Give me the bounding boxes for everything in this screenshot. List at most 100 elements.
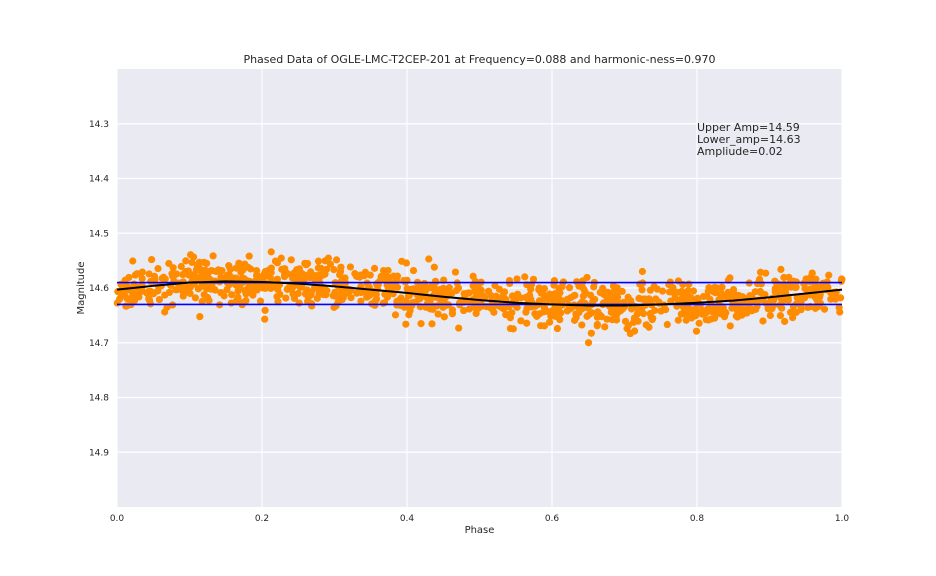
scatter-point xyxy=(214,266,222,274)
scatter-point xyxy=(780,273,788,282)
scatter-point xyxy=(454,284,463,292)
scatter-point xyxy=(274,298,282,306)
scatter-point xyxy=(513,275,521,283)
scatter-point xyxy=(537,322,545,330)
scatter-point xyxy=(781,317,789,326)
scatter-point xyxy=(261,306,269,314)
scatter-point xyxy=(770,296,778,304)
scatter-point xyxy=(314,264,322,272)
chart-title: Phased Data of OGLE-LMC-T2CEP-201 at Fre… xyxy=(243,53,715,66)
x-tick-label: 0.6 xyxy=(545,514,560,524)
scatter-point xyxy=(261,315,269,323)
scatter-point xyxy=(293,266,301,274)
scatter-point xyxy=(223,285,231,294)
scatter-point xyxy=(245,252,253,260)
scatter-point xyxy=(277,254,285,262)
scatter-point xyxy=(188,258,196,267)
scatter-point xyxy=(554,290,562,298)
scatter-point xyxy=(145,270,153,278)
scatter-point xyxy=(191,294,199,302)
scatter-point xyxy=(330,265,338,274)
scatter-point xyxy=(131,271,139,279)
scatter-point xyxy=(699,292,708,301)
scatter-point xyxy=(537,289,545,297)
scatter-point xyxy=(753,279,762,288)
scatter-point xyxy=(380,273,388,281)
scatter-point xyxy=(674,296,682,304)
scatter-point xyxy=(232,297,241,305)
scatter-point xyxy=(396,301,404,309)
scatter-point xyxy=(256,297,265,305)
scatter-point xyxy=(357,297,365,305)
scatter-point xyxy=(611,309,620,317)
scatter-point xyxy=(682,316,690,324)
scatter-point xyxy=(434,310,442,318)
scatter-point xyxy=(831,291,839,299)
scatter-point xyxy=(724,288,732,296)
scatter-point xyxy=(533,312,541,320)
scatter-point xyxy=(575,309,583,317)
scatter-point xyxy=(820,305,829,313)
y-tick-label: 14.8 xyxy=(89,394,109,404)
scatter-point xyxy=(431,277,440,285)
y-tick-label: 14.5 xyxy=(89,229,109,239)
scatter-point xyxy=(626,329,634,338)
scatter-point xyxy=(729,285,738,294)
scatter-point xyxy=(732,312,740,320)
scatter-point xyxy=(161,275,169,283)
scatter-point xyxy=(836,308,844,316)
y-axis-label: Magnitude xyxy=(76,262,87,315)
scatter-point xyxy=(587,329,595,337)
scatter-point xyxy=(570,316,579,324)
scatter-point xyxy=(558,297,566,305)
scatter-point xyxy=(402,320,410,328)
scatter-point xyxy=(636,280,644,288)
scatter-point xyxy=(197,273,205,281)
scatter-point xyxy=(267,264,275,272)
scatter-point xyxy=(314,257,323,265)
scatter-point xyxy=(195,259,203,267)
scatter-point xyxy=(189,253,198,261)
scatter-point xyxy=(234,287,242,295)
scatter-point xyxy=(260,270,268,278)
scatter-point xyxy=(465,289,473,297)
scatter-point xyxy=(150,289,158,297)
scatter-point xyxy=(509,325,517,333)
scatter-point xyxy=(406,306,414,315)
scatter-point xyxy=(762,269,770,277)
scatter-point xyxy=(169,264,177,272)
amplitude-annotation: Ampliude=0.02 xyxy=(697,145,783,158)
scatter-point xyxy=(578,321,586,329)
scatter-point xyxy=(403,285,411,293)
scatter-point xyxy=(513,303,521,311)
scatter-point xyxy=(491,281,499,290)
scatter-point xyxy=(777,265,785,274)
scatter-point xyxy=(805,277,814,286)
scatter-point xyxy=(155,295,163,304)
scatter-point xyxy=(209,252,217,260)
scatter-point xyxy=(673,288,681,296)
scatter-point xyxy=(593,322,601,330)
scatter-point xyxy=(771,288,779,296)
scatter-point xyxy=(742,306,750,314)
scatter-point xyxy=(281,265,289,273)
scatter-point xyxy=(331,289,340,297)
scatter-point xyxy=(451,268,460,276)
scatter-point xyxy=(373,280,381,288)
scatter-point xyxy=(781,286,789,294)
scatter-point xyxy=(599,284,607,292)
scatter-point xyxy=(460,306,468,315)
scatter-point xyxy=(172,286,180,294)
scatter-point xyxy=(129,257,137,265)
scatter-point xyxy=(692,327,701,335)
x-tick-labels: 0.0 0.2 0.4 0.6 0.8 1.0 xyxy=(110,514,850,524)
scatter-point xyxy=(470,303,478,311)
scatter-point xyxy=(838,275,846,283)
scatter-point xyxy=(766,311,774,320)
scatter-point xyxy=(545,318,554,326)
scatter-point xyxy=(488,303,496,312)
scatter-point xyxy=(430,284,439,292)
scatter-point xyxy=(695,319,703,327)
y-tick-label: 14.6 xyxy=(89,284,109,294)
scatter-point xyxy=(138,268,146,276)
